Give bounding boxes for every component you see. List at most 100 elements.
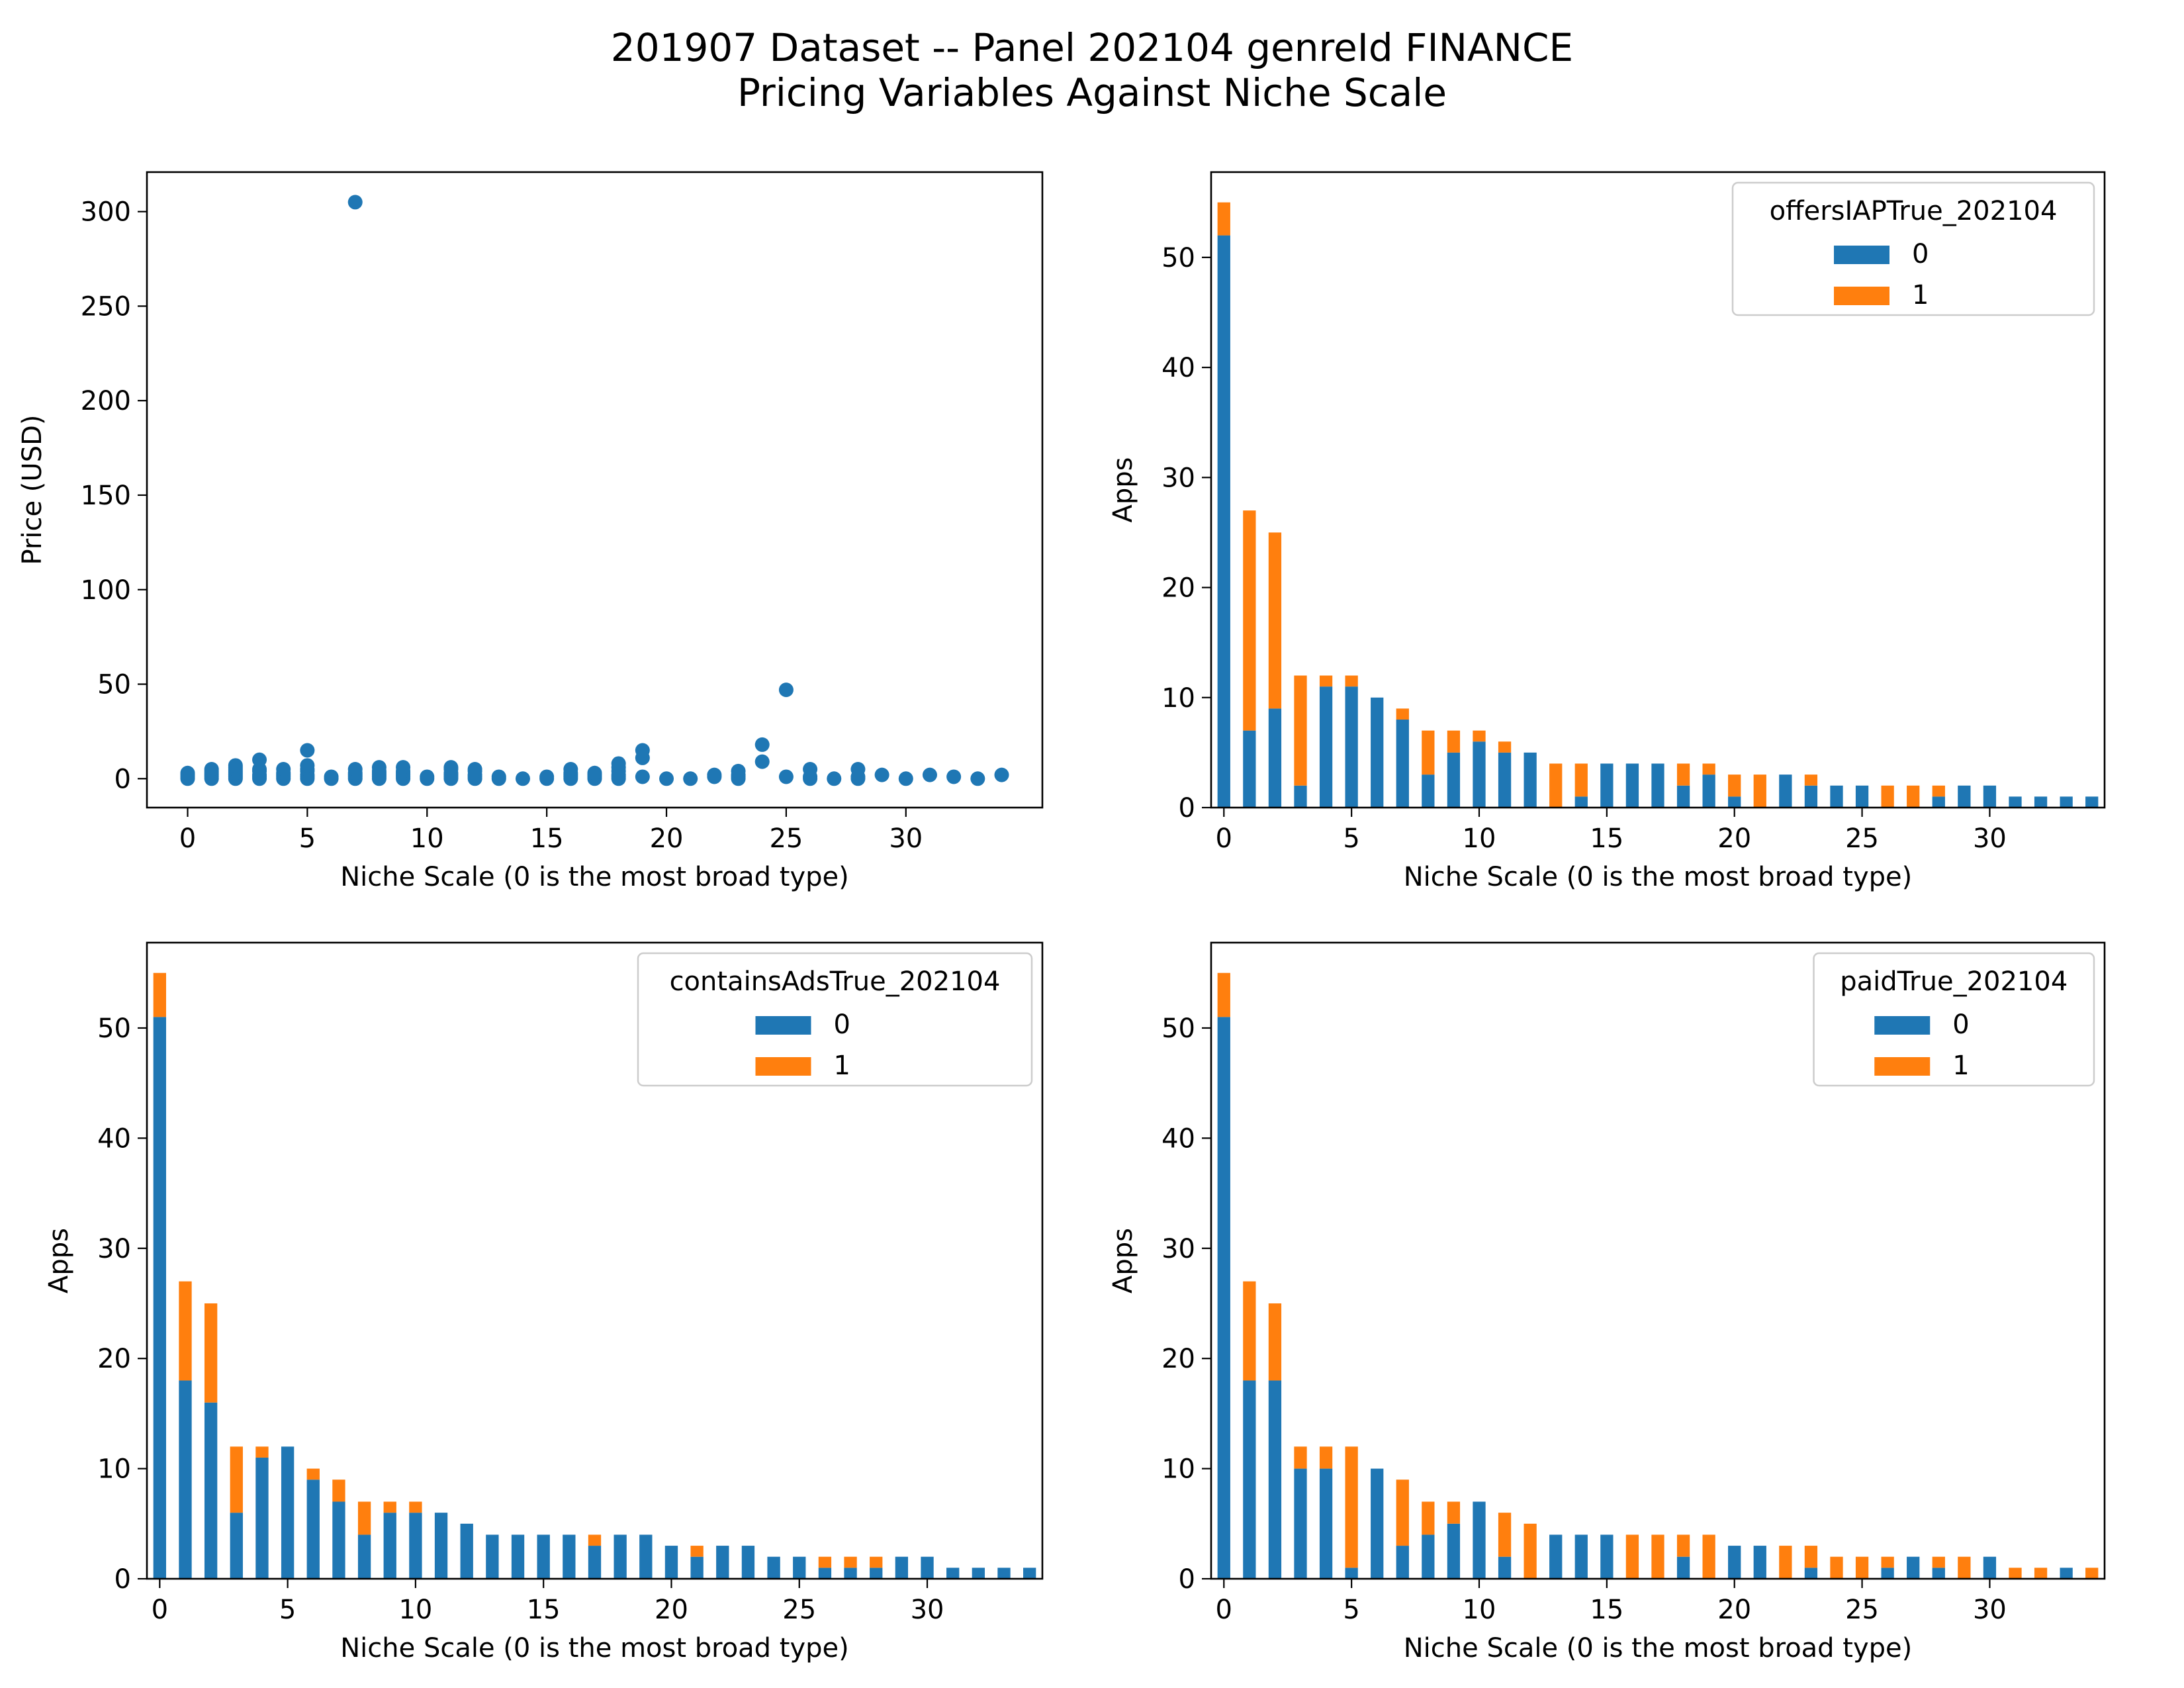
bar-series-0 xyxy=(179,1380,192,1579)
legend-title: offersIAPTrue_202104 xyxy=(1770,196,2058,226)
x-tick-label: 20 xyxy=(655,1595,688,1625)
bar-series-1 xyxy=(1319,675,1333,687)
y-tick-label: 50 xyxy=(1161,1013,1195,1044)
legend-swatch-0 xyxy=(1874,1016,1931,1035)
bar-series-1 xyxy=(1447,1501,1461,1524)
bar-series-0 xyxy=(1498,752,1512,808)
scatter-point xyxy=(850,762,866,777)
x-tick-label: 0 xyxy=(1216,1595,1232,1625)
y-tick-label: 30 xyxy=(1161,1234,1195,1264)
bar-series-0 xyxy=(1217,1017,1230,1579)
bar-series-0 xyxy=(588,1546,602,1579)
bar-series-1 xyxy=(588,1534,602,1546)
bar-series-1 xyxy=(306,1468,320,1480)
scatter-point xyxy=(396,760,411,775)
bar-series-0 xyxy=(511,1534,525,1579)
bar-series-1 xyxy=(1702,1534,1715,1579)
bar-series-1 xyxy=(1549,763,1563,808)
legend-box xyxy=(1813,952,2095,1087)
y-tick-label: 10 xyxy=(1161,683,1195,714)
bar-series-0 xyxy=(1881,1568,1894,1579)
bar-series-1 xyxy=(1932,1556,1945,1568)
bar-series-0 xyxy=(357,1534,371,1579)
legend-label-1: 1 xyxy=(834,1051,850,1081)
legend-title: paidTrue_202104 xyxy=(1840,966,2068,997)
bar-series-0 xyxy=(614,1534,627,1579)
x-tick-label: 10 xyxy=(398,1595,432,1625)
scatter-point xyxy=(300,743,315,758)
x-tick-label: 25 xyxy=(769,823,803,854)
bar-series-1 xyxy=(1268,1303,1282,1381)
scatter-point xyxy=(659,771,674,786)
legend: offersIAPTrue_202104 0 1 xyxy=(1731,181,2095,316)
y-tick-label: 200 xyxy=(81,386,131,416)
x-tick-label: 30 xyxy=(889,823,923,854)
y-tick-label: 40 xyxy=(1161,353,1195,383)
legend-swatch-0 xyxy=(1834,246,1889,264)
x-tick-label: 15 xyxy=(527,1595,561,1625)
bar-series-0 xyxy=(563,1534,576,1579)
x-tick-label: 20 xyxy=(1717,1595,1751,1625)
bar-series-1 xyxy=(1651,1534,1664,1579)
scatter-point xyxy=(347,762,363,777)
bar-series-0 xyxy=(1932,1568,1945,1579)
scatter-point xyxy=(300,758,315,773)
bar-series-1 xyxy=(1345,1446,1358,1568)
bar-series-0 xyxy=(1600,1534,1614,1579)
bar-series-1 xyxy=(1753,774,1766,808)
bar-series-0 xyxy=(1804,1568,1818,1579)
bar-series-1 xyxy=(1702,763,1715,775)
bar-series-1 xyxy=(357,1501,371,1535)
scatter-point xyxy=(228,758,243,773)
scatter-point xyxy=(754,737,770,752)
y-tick-label: 0 xyxy=(114,764,131,794)
y-tick-label: 100 xyxy=(81,575,131,606)
bar-series-1 xyxy=(818,1556,832,1568)
bar-series-0 xyxy=(1447,752,1461,808)
bar-series-0 xyxy=(434,1513,448,1579)
scatter-point xyxy=(276,762,291,777)
x-tick-label: 15 xyxy=(1590,1595,1623,1625)
bar-series-0 xyxy=(2060,1568,2073,1579)
x-tick-label: 5 xyxy=(299,823,316,854)
scatter-point xyxy=(204,762,219,777)
bar-series-1 xyxy=(1447,730,1461,753)
bar-series-0 xyxy=(946,1568,960,1579)
scatter-point xyxy=(874,767,889,782)
bar-series-0 xyxy=(1804,785,1818,808)
bar-series-0 xyxy=(1855,785,1869,808)
x-tick-label: 30 xyxy=(911,1595,944,1625)
x-axis-label: Niche Scale (0 is the most broad type) xyxy=(1404,1633,1913,1664)
scatter-point xyxy=(587,765,602,780)
bar-series-0 xyxy=(1983,785,1997,808)
bar-series-0 xyxy=(1651,763,1664,808)
legend-title: containsAdsTrue_202104 xyxy=(670,966,1001,997)
x-tick-label: 10 xyxy=(1463,1595,1496,1625)
bar-series-0 xyxy=(1907,1556,1920,1579)
y-tick-label: 10 xyxy=(1161,1454,1195,1485)
bar-series-0 xyxy=(1600,763,1614,808)
bar-series-0 xyxy=(1217,235,1230,808)
bar-series-1 xyxy=(1932,785,1945,797)
figure-title-line1: 201907 Dataset -- Panel 202104 genreId F… xyxy=(611,25,1573,70)
bar-series-0 xyxy=(1243,1380,1256,1579)
bar-series-0 xyxy=(2034,796,2048,808)
legend-label-0: 0 xyxy=(1912,239,1929,269)
bar-series-0 xyxy=(1294,1468,1307,1579)
scatter-point xyxy=(946,769,962,784)
bar-series-1 xyxy=(1498,741,1512,753)
bar-series-1 xyxy=(1524,1523,1537,1579)
bar-series-0 xyxy=(409,1513,422,1579)
bar-series-0 xyxy=(1319,686,1333,808)
bar-series-1 xyxy=(1217,202,1230,236)
legend: paidTrue_202104 0 1 xyxy=(1813,952,2095,1087)
legend-swatch-0 xyxy=(755,1016,811,1035)
y-tick-label: 40 xyxy=(1161,1123,1195,1154)
bar-series-0 xyxy=(1958,785,1971,808)
bar-series-1 xyxy=(1473,730,1486,742)
bar-series-1 xyxy=(2034,1568,2048,1579)
legend-label-0: 0 xyxy=(834,1009,850,1040)
bar-series-0 xyxy=(818,1568,832,1579)
bar-series-1 xyxy=(1958,1556,1971,1579)
